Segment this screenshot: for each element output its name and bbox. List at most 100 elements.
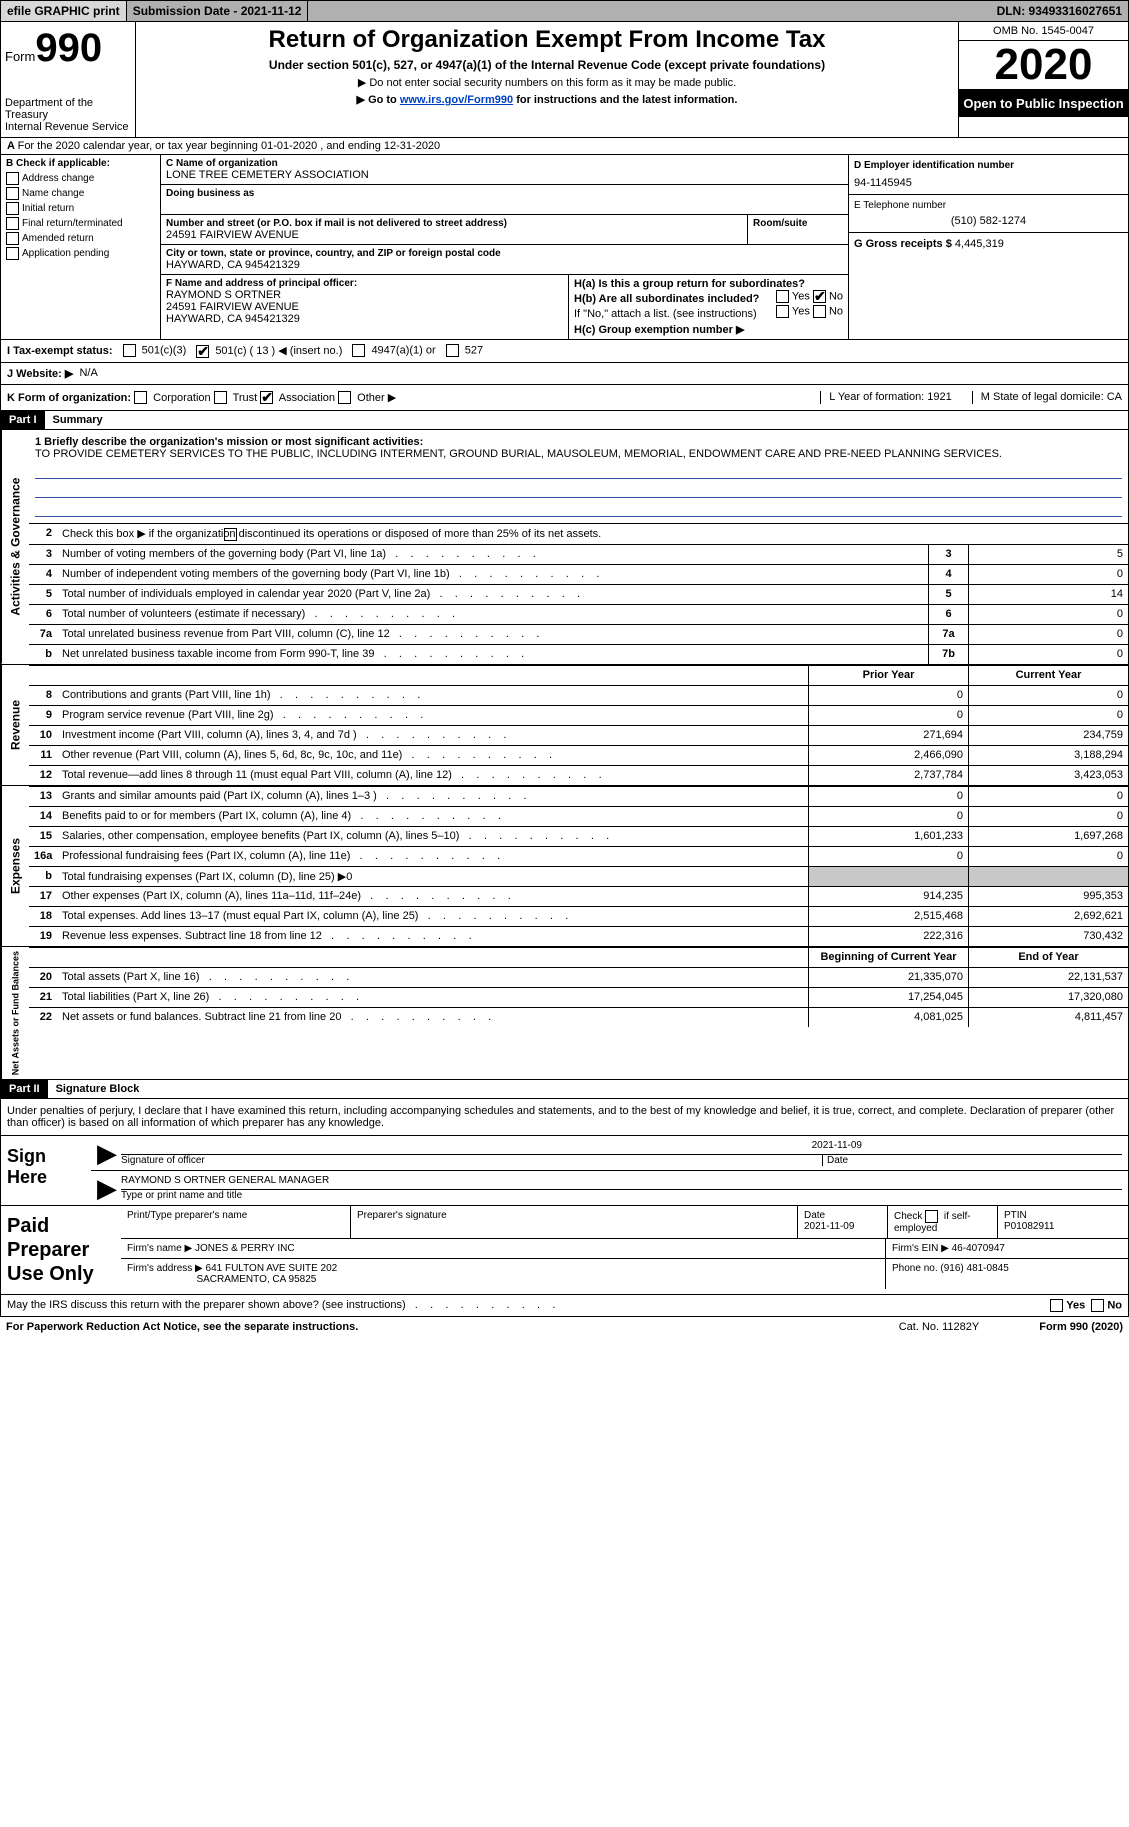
form-990-num: 990: [35, 26, 102, 70]
line-19: 19 Revenue less expenses. Subtract line …: [29, 926, 1128, 946]
org-name: LONE TREE CEMETERY ASSOCIATION: [166, 169, 843, 181]
line-12: 12 Total revenue—add lines 8 through 11 …: [29, 765, 1128, 785]
hc-row: H(c) Group exemption number ▶: [574, 323, 843, 336]
cb-final-return[interactable]: Final return/terminated: [6, 216, 155, 231]
line-14: 14 Benefits paid to or for members (Part…: [29, 806, 1128, 826]
k-row: K Form of organization: Corporation Trus…: [0, 385, 1129, 412]
website-label: J Website: ▶: [7, 367, 73, 380]
cb-address-change[interactable]: Address change: [6, 171, 155, 186]
header-left: Form990 Department of the Treasury Inter…: [1, 22, 136, 137]
addr-value: 24591 FAIRVIEW AVENUE: [166, 229, 742, 241]
city-label: City or town, state or province, country…: [166, 248, 843, 259]
firm-addr1: 641 FULTON AVE SUITE 202: [206, 1263, 338, 1274]
col-b-checkboxes: B Check if applicable: Address change Na…: [1, 155, 161, 339]
addr-label: Number and street (or P.O. box if mail i…: [166, 218, 742, 229]
discuss-yes[interactable]: Yes: [1050, 1299, 1085, 1312]
cb-501c[interactable]: 501(c) ( 13 ) ◀ (insert no.): [196, 344, 342, 358]
tel-value: (510) 582-1274: [854, 215, 1123, 227]
prep-sig-hdr: Preparer's signature: [351, 1206, 798, 1238]
dln: DLN: 93493316027651: [991, 1, 1128, 21]
org-info: C Name of organization LONE TREE CEMETER…: [161, 155, 848, 339]
cb-trust[interactable]: Trust: [214, 392, 258, 404]
section-a-tax-year: A For the 2020 calendar year, or tax yea…: [0, 138, 1129, 155]
side-governance: Activities & Governance: [1, 430, 29, 664]
side-revenue: Revenue: [1, 665, 29, 785]
form-header: Form990 Department of the Treasury Inter…: [0, 22, 1129, 138]
name-title-label: Type or print name and title: [121, 1189, 1122, 1201]
part2-header: Part II: [1, 1080, 48, 1098]
cb-4947[interactable]: 4947(a)(1) or: [352, 344, 435, 357]
officer-value: RAYMOND S ORTNER 24591 FAIRVIEW AVENUE H…: [166, 289, 563, 325]
line-4: 4 Number of independent voting members o…: [29, 564, 1128, 584]
bottom-row: For Paperwork Reduction Act Notice, see …: [0, 1317, 1129, 1337]
sig-date: 2021-11-09: [121, 1140, 1122, 1154]
identity-block: B Check if applicable: Address change Na…: [0, 155, 1129, 340]
top-bar: efile GRAPHIC print Submission Date - 20…: [0, 0, 1129, 22]
cb-other[interactable]: Other ▶: [338, 392, 396, 404]
efile-print-button[interactable]: efile GRAPHIC print: [1, 1, 127, 21]
form-prefix: Form: [5, 49, 35, 64]
col-deg: D Employer identification number 94-1145…: [848, 155, 1128, 339]
side-expenses: Expenses: [1, 786, 29, 946]
cb-application-pending[interactable]: Application pending: [6, 246, 155, 261]
cb-assoc[interactable]: Association: [260, 392, 335, 404]
cb-amended[interactable]: Amended return: [6, 231, 155, 246]
tel-label: E Telephone number: [854, 200, 1123, 211]
line-10: 10 Investment income (Part VIII, column …: [29, 725, 1128, 745]
mission-text: TO PROVIDE CEMETERY SERVICES TO THE PUBL…: [35, 448, 1002, 460]
line-15: 15 Salaries, other compensation, employe…: [29, 826, 1128, 846]
website-value: N/A: [79, 367, 97, 380]
line-20: 20 Total assets (Part X, line 16) 21,335…: [29, 967, 1128, 987]
goto-pre: ▶ Go to: [357, 94, 400, 106]
prep-firm-row: Firm's name ▶ JONES & PERRY INC Firm's E…: [121, 1239, 1128, 1259]
status-label: I Tax-exempt status:: [7, 345, 113, 357]
form-ref: Form 990 (2020): [1039, 1321, 1123, 1333]
tax-year-text: For the 2020 calendar year, or tax year …: [18, 140, 441, 152]
form-subtitle-3: ▶ Go to www.irs.gov/Form990 for instruct…: [142, 93, 952, 106]
line-7a: 7a Total unrelated business revenue from…: [29, 624, 1128, 644]
line-16a: 16a Professional fundraising fees (Part …: [29, 846, 1128, 866]
line-9: 9 Program service revenue (Part VIII, li…: [29, 705, 1128, 725]
k-label: K Form of organization:: [7, 392, 131, 404]
form-title: Return of Organization Exempt From Incom…: [142, 26, 952, 54]
tax-year: 2020: [959, 41, 1128, 90]
part2-title: Signature Block: [48, 1080, 148, 1098]
org-name-label: C Name of organization: [166, 158, 843, 169]
paid-preparer-block: Paid Preparer Use Only Print/Type prepar…: [0, 1206, 1129, 1295]
prior-year-hdr: Prior Year: [808, 666, 968, 685]
prep-name-hdr: Print/Type preparer's name: [121, 1206, 351, 1238]
department: Department of the Treasury Internal Reve…: [5, 97, 131, 133]
cb-name-change[interactable]: Name change: [6, 186, 155, 201]
arrow-icon-2: ▶: [97, 1175, 117, 1201]
cb-corp[interactable]: Corporation: [134, 392, 211, 404]
part1-title: Summary: [45, 411, 111, 429]
line-22: 22 Net assets or fund balances. Subtract…: [29, 1007, 1128, 1027]
gross-value: 4,445,319: [955, 238, 1004, 250]
website-row: J Website: ▶ N/A: [0, 363, 1129, 385]
line-18: 18 Total expenses. Add lines 13–17 (must…: [29, 906, 1128, 926]
firm-name: JONES & PERRY INC: [195, 1243, 295, 1254]
cb-501c3[interactable]: 501(c)(3): [123, 344, 187, 357]
current-year-hdr: Current Year: [968, 666, 1128, 685]
line-5: 5 Total number of individuals employed i…: [29, 584, 1128, 604]
header-middle: Return of Organization Exempt From Incom…: [136, 22, 958, 137]
end-year-hdr: End of Year: [968, 948, 1128, 967]
discuss-text: May the IRS discuss this return with the…: [7, 1299, 1050, 1312]
cb-527[interactable]: 527: [446, 344, 483, 357]
city-value: HAYWARD, CA 945421329: [166, 259, 843, 271]
revenue-block: Revenue Prior Year Current Year 8 Contri…: [0, 665, 1129, 786]
firm-phone: (916) 481-0845: [940, 1263, 1008, 1274]
irs-link[interactable]: www.irs.gov/Form990: [400, 94, 513, 106]
sign-here-label: Sign Here: [1, 1136, 91, 1205]
firm-addr2: SACRAMENTO, CA 95825: [196, 1274, 316, 1285]
header-right: OMB No. 1545-0047 2020 Open to Public In…: [958, 22, 1128, 137]
discuss-no[interactable]: No: [1091, 1299, 1122, 1312]
expenses-block: Expenses 13 Grants and similar amounts p…: [0, 786, 1129, 947]
prep-selfemp: Check if self-employed: [888, 1206, 998, 1238]
mission-label: 1 Briefly describe the organization's mi…: [35, 436, 423, 448]
dba-label: Doing business as: [166, 188, 843, 199]
cb-initial-return[interactable]: Initial return: [6, 201, 155, 216]
ha-row: H(a) Is this a group return for subordin…: [574, 278, 843, 290]
form-subtitle-1: Under section 501(c), 527, or 4947(a)(1)…: [142, 58, 952, 72]
governance-block: Activities & Governance 1 Briefly descri…: [0, 430, 1129, 665]
